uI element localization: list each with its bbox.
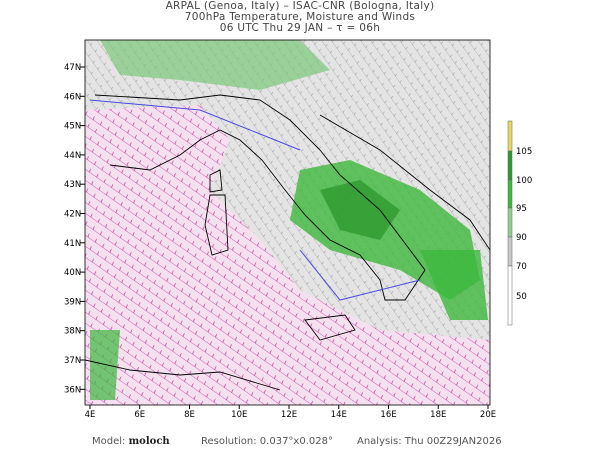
colorbar-label: 50 — [516, 292, 527, 302]
colorbar-label: 70 — [516, 262, 527, 272]
lat-label: 37N — [64, 356, 81, 366]
model-name: moloch — [128, 436, 170, 447]
lat-axis: 47N 46N 45N 44N 43N 42N 41N 40N 39N 38N 37N 36N — [64, 63, 85, 395]
lat-label: 47N — [64, 63, 81, 73]
lat-label: 40N — [64, 268, 81, 278]
model-info: Model: moloch — [92, 436, 170, 447]
lon-label: 10E — [231, 410, 247, 420]
lat-label: 41N — [64, 239, 81, 249]
title-line-3: 06 UTC Thu 29 JAN – τ = 06h — [219, 22, 381, 34]
colorbar-segment — [507, 150, 513, 181]
lat-label: 44N — [64, 151, 81, 161]
lon-label: 14E — [331, 410, 347, 420]
colorbar-segment — [507, 265, 513, 326]
colorbar-segment — [507, 179, 513, 209]
lat-label: 46N — [64, 92, 81, 102]
map-frame — [84, 39, 491, 406]
title-line-1: ARPAL (Genoa, Italy) – ISAC-CNR (Bologna… — [165, 0, 435, 12]
colorbar-segment — [507, 236, 513, 267]
colorbar-label: 95 — [516, 204, 527, 214]
lat-label: 43N — [64, 180, 81, 190]
colorbar-label: 100 — [516, 176, 532, 186]
colorbar: 105 100 95 90 70 50 — [507, 120, 532, 326]
lon-label: 12E — [281, 410, 297, 420]
lon-label: 4E — [85, 410, 96, 420]
colorbar-segment — [507, 120, 513, 152]
map-field — [85, 40, 490, 405]
lon-label: 6E — [134, 410, 145, 420]
lat-label: 39N — [64, 297, 81, 307]
lon-label: 18E — [430, 410, 446, 420]
analysis-info: Analysis: Thu 00Z29JAN2026 — [357, 436, 502, 447]
lat-label: 36N — [64, 385, 81, 395]
colorbar-segment — [507, 207, 513, 238]
model-label: Model: — [92, 436, 126, 447]
colorbar-label: 105 — [516, 147, 532, 157]
colorbar-label: 90 — [516, 233, 527, 243]
title-line-2: 700hPa Temperature, Moisture and Winds — [184, 11, 416, 23]
lat-label: 38N — [64, 327, 81, 337]
lon-label: 16E — [380, 410, 396, 420]
lon-axis: 4E 6E 8E 10E 12E 14E 16E 18E 20E — [85, 405, 496, 420]
lat-label: 42N — [64, 210, 81, 220]
lon-label: 8E — [184, 410, 195, 420]
lon-label: 20E — [480, 410, 496, 420]
resolution-info: Resolution: 0.037°x0.028° — [201, 436, 333, 447]
lat-label: 45N — [64, 122, 81, 132]
